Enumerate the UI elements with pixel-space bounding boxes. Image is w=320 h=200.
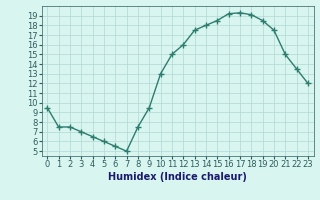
X-axis label: Humidex (Indice chaleur): Humidex (Indice chaleur) bbox=[108, 172, 247, 182]
